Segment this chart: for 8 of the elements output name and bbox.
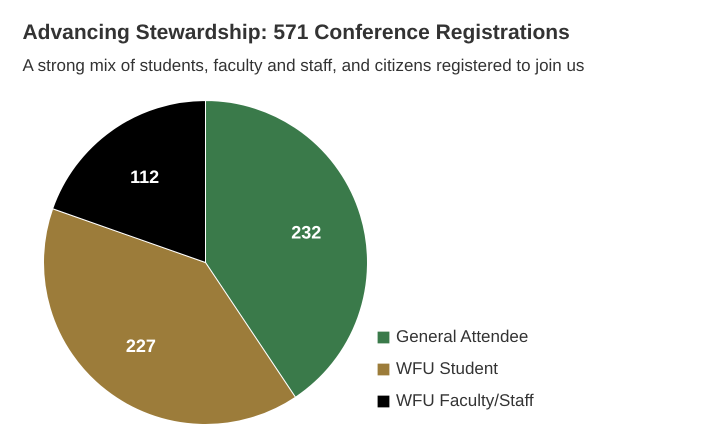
data-label: 232 (291, 222, 322, 242)
chart-subtitle: A strong mix of students, faculty and staff, and citizens registered to join us (22, 56, 584, 75)
data-label: 112 (130, 167, 160, 188)
legend-label: WFU Student (396, 359, 498, 379)
data-label: 227 (126, 336, 156, 356)
chart-title: Advancing Stewardship: 571 Conference Registrations (22, 21, 570, 44)
legend-label: WFU Faculty/Staff (396, 391, 534, 411)
legend-label: General Attendee (396, 327, 528, 347)
